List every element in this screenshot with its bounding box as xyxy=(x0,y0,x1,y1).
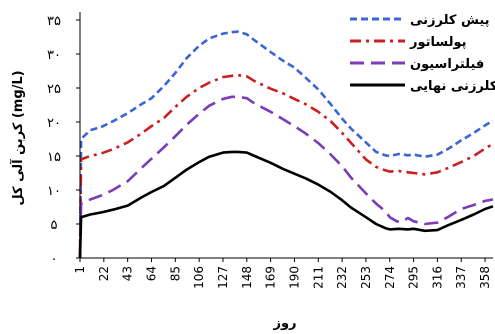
x-tick-label: 106 xyxy=(192,266,206,289)
x-tick-label: 337 xyxy=(454,266,468,289)
y-tick-labels: ۰ ۵ ۱۰ ۱۵ ۲۰ ۲۵ ۳۰ ۳۵ xyxy=(47,14,80,267)
legend: پیش کلرزنی پولساتور فیلتراسیون کلرزنی نهایی xyxy=(350,13,495,94)
y-tick-label: ۲۰ xyxy=(47,116,61,131)
x-tick-label: 316 xyxy=(430,266,444,289)
legend-label-3: فیلتراسیون xyxy=(410,57,484,72)
series-line-4 xyxy=(78,150,494,259)
x-tick-label: 295 xyxy=(407,266,421,289)
x-tick-label: 211 xyxy=(311,266,325,289)
y-tick-label: ۱۰ xyxy=(47,184,61,199)
series-line-1 xyxy=(78,30,494,259)
x-tick-label: 274 xyxy=(383,266,397,289)
x-tick-label: 232 xyxy=(335,266,349,289)
x-tick-label: 148 xyxy=(240,266,254,289)
x-tick-label: 169 xyxy=(264,266,278,289)
y-tick-label: ۵ xyxy=(51,218,58,233)
x-tick-label: 253 xyxy=(359,266,373,289)
y-tick-label: ۱۵ xyxy=(47,150,61,165)
x-axis-title: روز xyxy=(272,316,296,331)
x-tick-label: 43 xyxy=(121,266,135,281)
x-tick-labels: 1 22 43 64 85 106 127 148 169 190 211 232 253 274 295 3… xyxy=(73,258,492,289)
y-axis-title: کربن آلی کل (mg/L) xyxy=(9,70,26,205)
x-tick-label: 1 xyxy=(73,266,87,274)
series-line-2 xyxy=(78,73,494,259)
x-tick-label: 64 xyxy=(144,266,158,281)
y-tick-label: ۰ xyxy=(51,252,58,267)
y-tick-label: ۲۵ xyxy=(47,82,61,97)
y-tick-label: ۳۰ xyxy=(47,48,61,63)
axis-layer xyxy=(79,12,493,259)
x-tick-label: 190 xyxy=(287,266,301,289)
series-line-3 xyxy=(78,95,494,259)
x-tick-label: 127 xyxy=(216,266,230,289)
x-tick-label: 358 xyxy=(478,266,492,289)
legend-label-1: پیش کلرزنی xyxy=(410,13,490,28)
legend-label-4: کلرزنی نهایی xyxy=(410,79,495,94)
y-tick-label: ۳۵ xyxy=(47,14,61,29)
series-layer xyxy=(78,30,494,259)
x-tick-label: 22 xyxy=(97,266,111,281)
x-tick-label: 85 xyxy=(168,266,182,281)
legend-label-2: پولساتور xyxy=(409,35,467,50)
